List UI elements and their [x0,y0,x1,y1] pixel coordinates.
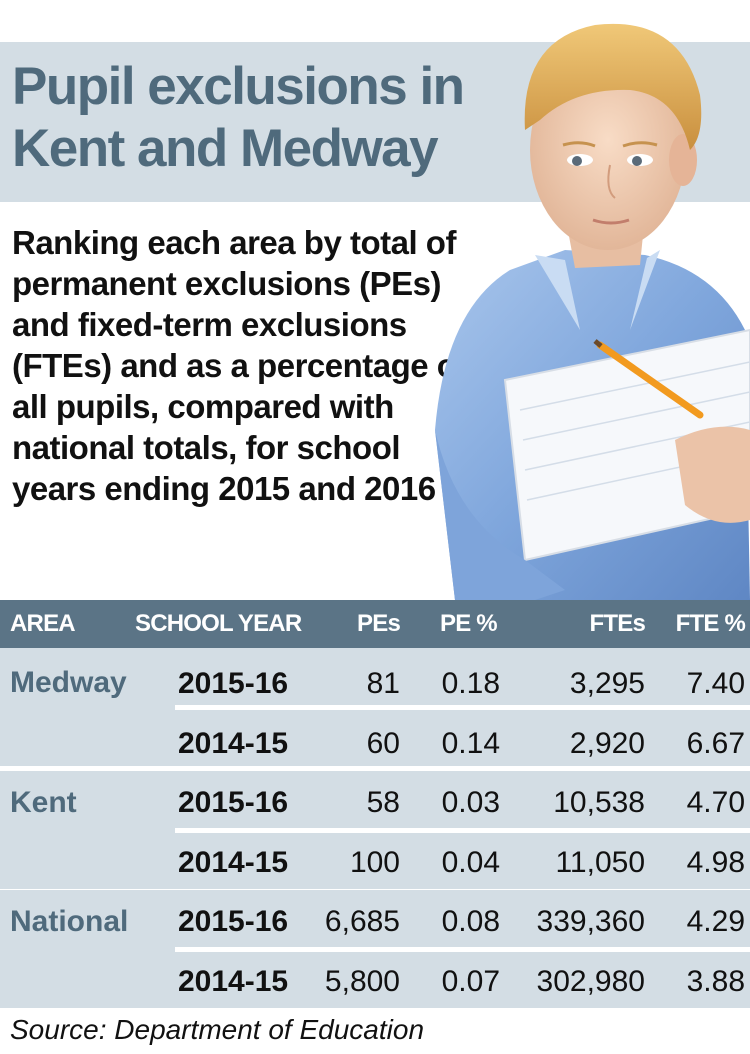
graphic-subtitle: Ranking each area by total of permanent … [12,224,467,507]
row-divider [175,947,750,952]
table-cell-year: 2015-16 [178,905,289,938]
table-cell-fte-pct: 4.29 [686,905,745,938]
table-cell-pes: 5,800 [324,965,400,998]
table-cell-ftes: 2,920 [569,727,645,760]
col-header-pes: PEs [357,610,401,637]
table-cell-pes: 58 [366,786,400,819]
table-cell-pe-pct: 0.14 [441,727,500,760]
col-header-area: AREA [10,610,76,637]
area-label-kent: Kent [10,786,77,819]
area-label-national: National [10,905,129,938]
row-divider [175,828,750,833]
area-label-medway: Medway [10,666,127,699]
col-header-school-year: SCHOOL YEAR [135,610,302,637]
table-cell-ftes: 11,050 [555,846,645,879]
table-cell-fte-pct: 4.70 [686,786,745,819]
graphic-title: Pupil exclusions in Kent and Medway [12,57,465,178]
table-cell-pes: 6,685 [324,905,400,938]
col-header-ftes: FTEs [589,610,646,637]
table-cell-year: 2015-16 [178,786,289,819]
col-header-pe-pct: PE % [440,610,498,637]
table-cell-ftes: 302,980 [536,965,645,998]
table-cell-year: 2014-15 [178,727,289,760]
table-cell-year: 2014-15 [178,965,289,998]
row-divider [175,705,750,710]
table-cell-year: 2014-15 [178,846,289,879]
table-cell-year: 2015-16 [178,667,289,700]
table-cell-pe-pct: 0.04 [441,846,500,879]
table-cell-pe-pct: 0.18 [441,667,500,700]
table-header [0,600,750,648]
table-cell-pe-pct: 0.07 [441,965,500,998]
table-cell-fte-pct: 4.98 [686,846,745,879]
table-cell-fte-pct: 7.40 [686,667,745,700]
table-cell-pes: 100 [349,846,400,879]
table-cell-ftes: 10,538 [553,786,645,819]
boy-with-notebook-photo [415,0,750,600]
table-cell-pe-pct: 0.08 [441,905,500,938]
table-cell-pes: 60 [366,727,400,760]
table-cell-ftes: 3,295 [569,667,645,700]
table-cell-fte-pct: 3.88 [686,965,745,998]
table-cell-pe-pct: 0.03 [441,786,500,819]
table-cell-ftes: 339,360 [536,905,645,938]
table-cell-fte-pct: 6.67 [686,727,745,760]
source-note: Source: Department of Education [10,1014,425,1045]
col-header-fte-pct: FTE % [675,610,746,637]
table-cell-pes: 81 [366,667,400,700]
